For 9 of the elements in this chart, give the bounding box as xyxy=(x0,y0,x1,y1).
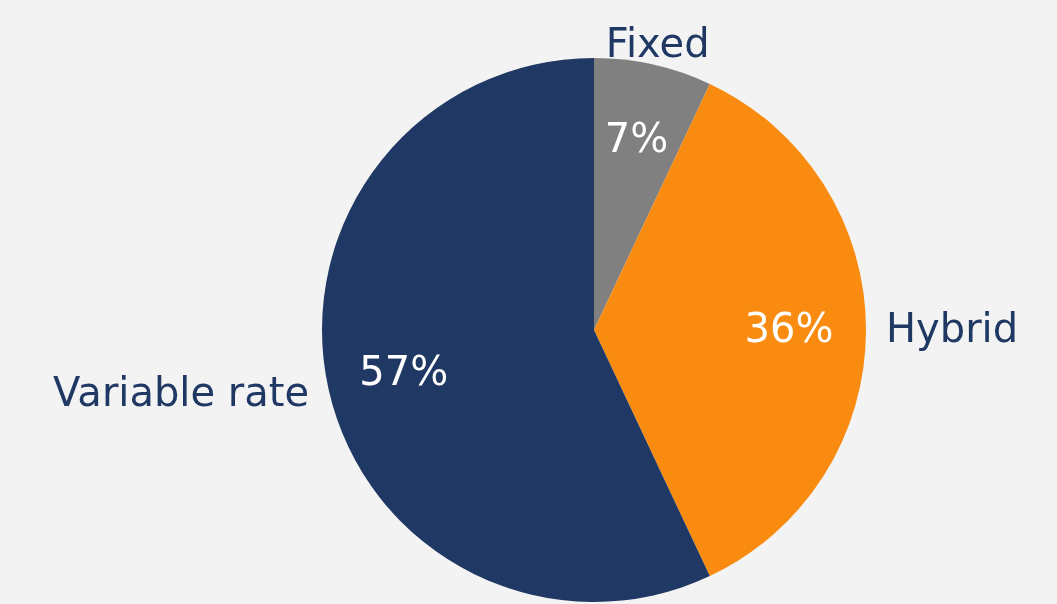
slice-label: Hybrid xyxy=(886,305,1019,351)
pie-slice xyxy=(322,58,710,602)
slice-label: Variable rate xyxy=(53,368,310,415)
pie-slice xyxy=(594,58,710,330)
data-label: 7% xyxy=(604,114,669,161)
data-label: 36% xyxy=(744,305,834,351)
slice-label: Fixed xyxy=(605,20,710,67)
pie-slice xyxy=(594,83,866,577)
data-label: 57% xyxy=(359,347,449,394)
